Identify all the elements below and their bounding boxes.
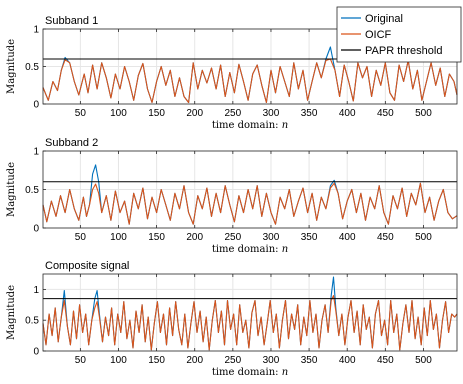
y-tick-label-0: 0	[33, 100, 39, 111]
x-tick-label-500: 500	[415, 108, 432, 119]
y-tick-label-0: 0	[33, 347, 39, 358]
x-tick-label-200: 200	[186, 108, 203, 119]
y-tick-label-2: 1	[33, 25, 39, 36]
x-tick-label-500: 500	[415, 355, 432, 366]
legend-entry-0: Original	[365, 13, 403, 25]
y-tick-label-2: 1	[33, 147, 39, 158]
x-tick-label-300: 300	[263, 108, 280, 119]
x-tick-label-100: 100	[110, 108, 127, 119]
x-axis-label: time domain: n	[212, 120, 288, 131]
x-axis-variable: n	[282, 367, 288, 378]
x-tick-label-150: 150	[148, 232, 165, 243]
x-tick-label-150: 150	[148, 108, 165, 119]
x-tick-label-500: 500	[415, 232, 432, 243]
x-tick-label-450: 450	[377, 355, 394, 366]
x-tick-label-250: 250	[225, 232, 242, 243]
x-tick-label-250: 250	[225, 355, 242, 366]
x-tick-label-300: 300	[263, 355, 280, 366]
x-axis-variable: n	[282, 244, 288, 255]
y-tick-label-1: 0.5	[25, 185, 39, 196]
subplot-title: Subband 1	[45, 15, 98, 27]
x-tick-label-50: 50	[75, 108, 87, 119]
x-tick-label-400: 400	[339, 108, 356, 119]
x-axis-label: time domain: n	[212, 244, 288, 255]
x-tick-label-400: 400	[339, 355, 356, 366]
subplot-title: Subband 2	[45, 137, 98, 149]
series-oicf-line	[42, 295, 458, 351]
subplot-2: 50 100 150 200 250 300 350 400 450 500 0 0.5 1 Subban…	[6, 137, 458, 255]
x-tick-label-400: 400	[339, 232, 356, 243]
series-oicf-line	[42, 58, 458, 104]
x-tick-label-150: 150	[148, 355, 165, 366]
y-tick-label-1: 0.5	[25, 316, 39, 327]
legend-entry-2: PAPR threshold	[365, 45, 442, 57]
y-axis-label: Magnitude	[6, 39, 17, 94]
legend: Original OICF PAPR threshold	[336, 6, 462, 63]
subplot-title: Composite signal	[45, 260, 129, 272]
subplot-3: 50 100 150 200 250 300 350 400 450 500 0 0.5 1 Compos…	[6, 260, 458, 378]
x-tick-label-450: 450	[377, 108, 394, 119]
x-tick-label-200: 200	[186, 232, 203, 243]
x-tick-label-300: 300	[263, 232, 280, 243]
x-tick-label-200: 200	[186, 355, 203, 366]
x-tick-label-250: 250	[225, 108, 242, 119]
y-tick-label-2: 1	[33, 285, 39, 296]
y-tick-label-1: 0.5	[25, 62, 39, 73]
x-tick-label-100: 100	[110, 232, 127, 243]
x-tick-label-350: 350	[301, 355, 318, 366]
x-axis-label: time domain: n	[212, 367, 288, 378]
series-oicf-line	[42, 182, 458, 225]
x-tick-label-350: 350	[301, 108, 318, 119]
legend-entry-1: OICF	[365, 29, 392, 41]
x-axis-variable: n	[282, 120, 288, 131]
x-tick-label-350: 350	[301, 232, 318, 243]
x-tick-label-50: 50	[75, 232, 87, 243]
y-axis-label: Magnitude	[6, 162, 17, 217]
y-tick-label-0: 0	[33, 224, 39, 235]
y-axis-label: Magnitude	[6, 285, 17, 340]
x-tick-label-450: 450	[377, 232, 394, 243]
x-tick-label-100: 100	[110, 355, 127, 366]
axes-box	[42, 273, 458, 352]
x-tick-label-50: 50	[75, 355, 87, 366]
